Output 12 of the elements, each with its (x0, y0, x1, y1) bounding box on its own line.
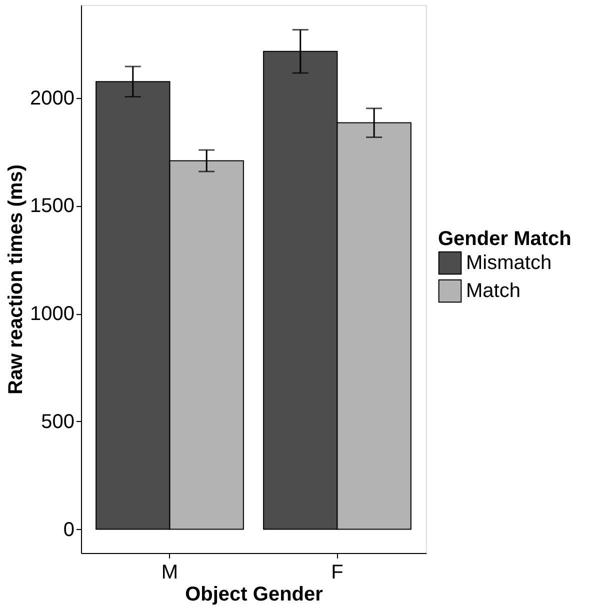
y-tick-label: 2000 (30, 87, 74, 110)
legend-label: Match (466, 280, 520, 302)
y-tick-label: 500 (41, 410, 74, 433)
y-axis-title: Raw reaction times (ms) (5, 164, 28, 395)
legend-title: Gender Match (438, 228, 572, 250)
x-axis-title: Object Gender (185, 584, 324, 606)
y-tick-label: 0 (63, 518, 74, 541)
y-tick-label: 1000 (30, 303, 74, 326)
x-tick-label: M (161, 562, 178, 584)
y-tick-label: 1500 (30, 195, 74, 218)
legend-label: Mismatch (466, 252, 552, 274)
x-tick-label: F (331, 562, 344, 584)
